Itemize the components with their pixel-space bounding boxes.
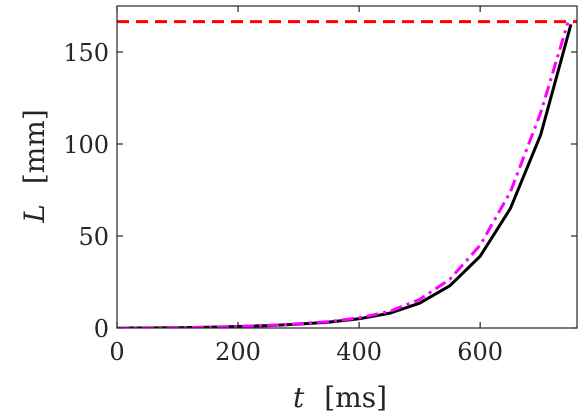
y-axis-variable: L xyxy=(18,204,51,224)
x-axis-label: t [ms] xyxy=(293,381,387,414)
axes-layer xyxy=(116,5,578,329)
y-axis-label: L [mm] xyxy=(18,109,51,224)
plot-area xyxy=(117,6,577,328)
x-axis-unit: [ms] xyxy=(324,381,387,414)
plot-background xyxy=(117,6,577,328)
axes-box xyxy=(116,5,578,329)
y-tick-label: 150 xyxy=(63,39,109,67)
y-tick-label: 50 xyxy=(78,223,109,251)
y-tick-label: 100 xyxy=(63,131,109,159)
x-tick-label: 0 xyxy=(109,338,124,366)
x-tick-label: 600 xyxy=(457,338,503,366)
y-axis-unit: [mm] xyxy=(18,109,51,184)
ticks-layer: 0 200 400 600 0 50 100 150 xyxy=(63,6,577,366)
x-axis-variable: t xyxy=(293,381,305,414)
x-tick-label: 200 xyxy=(215,338,261,366)
y-tick-label: 0 xyxy=(94,315,109,343)
x-tick-label: 400 xyxy=(336,338,382,366)
